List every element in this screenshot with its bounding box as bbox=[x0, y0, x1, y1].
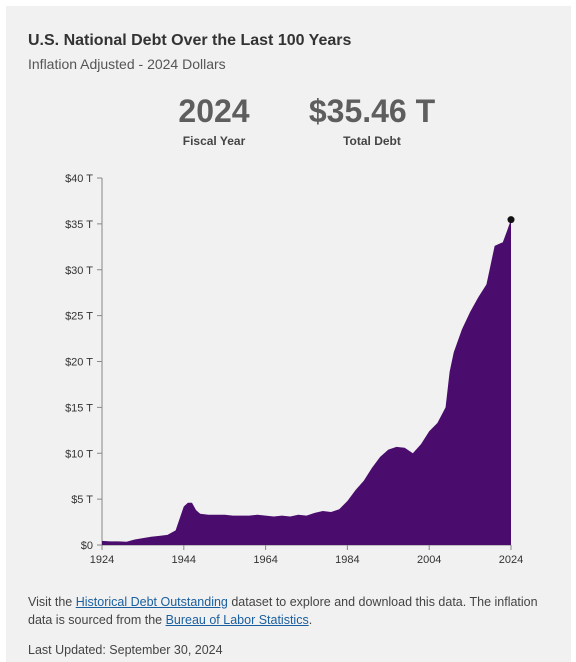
footer-middle: dataset to explore and download this dat… bbox=[28, 595, 538, 627]
chart-title: U.S. National Debt Over the Last 100 Yea… bbox=[28, 32, 352, 49]
y-tick-label: $40 T bbox=[65, 173, 93, 185]
footer-prefix: Visit the bbox=[28, 595, 76, 609]
chart-subtitle: Inflation Adjusted - 2024 Dollars bbox=[28, 56, 226, 72]
total-debt-label: Total Debt bbox=[343, 134, 401, 148]
y-tick-label: $35 T bbox=[65, 219, 93, 231]
total-debt-stat: $35.46 T Total Debt bbox=[292, 92, 452, 148]
y-tick-label: $25 T bbox=[65, 311, 93, 323]
footer-suffix: . bbox=[308, 613, 313, 627]
debt-area-chart: $0 $5 T $10 T $15 T $20 T $25 T $30 T $35 T $40 … bbox=[65, 173, 523, 566]
x-tick-label: 2004 bbox=[417, 554, 441, 566]
debt-area bbox=[102, 219, 511, 545]
y-tick-label: $10 T bbox=[65, 448, 93, 460]
y-tick-label: $15 T bbox=[65, 402, 93, 414]
latest-value-marker bbox=[507, 216, 515, 224]
x-tick-label: 1964 bbox=[253, 554, 277, 566]
fiscal-year-value: 2024 bbox=[178, 93, 250, 129]
fiscal-year-stat: 2024 Fiscal Year bbox=[166, 92, 262, 148]
total-debt-value: $35.46 T bbox=[308, 93, 436, 129]
footer-note: Visit the Historical Debt Outstanding da… bbox=[28, 593, 548, 629]
x-tick-label: 1924 bbox=[90, 554, 114, 566]
y-tick-label: $30 T bbox=[65, 265, 93, 277]
historical-debt-link[interactable]: Historical Debt Outstanding bbox=[75, 595, 228, 609]
bls-link[interactable]: Bureau of Labor Statistics bbox=[165, 613, 309, 627]
chart-card: U.S. National Debt Over the Last 100 Yea… bbox=[6, 6, 571, 662]
x-tick-label: 1984 bbox=[335, 554, 359, 566]
last-updated: Last Updated: September 30, 2024 bbox=[28, 643, 223, 657]
x-tick-label: 2024 bbox=[499, 554, 523, 566]
y-tick-label: $20 T bbox=[65, 357, 93, 369]
y-tick-label: $0 bbox=[81, 540, 93, 552]
y-tick-label: $5 T bbox=[71, 494, 93, 506]
fiscal-year-label: Fiscal Year bbox=[182, 134, 246, 148]
x-tick-label: 1944 bbox=[172, 554, 196, 566]
